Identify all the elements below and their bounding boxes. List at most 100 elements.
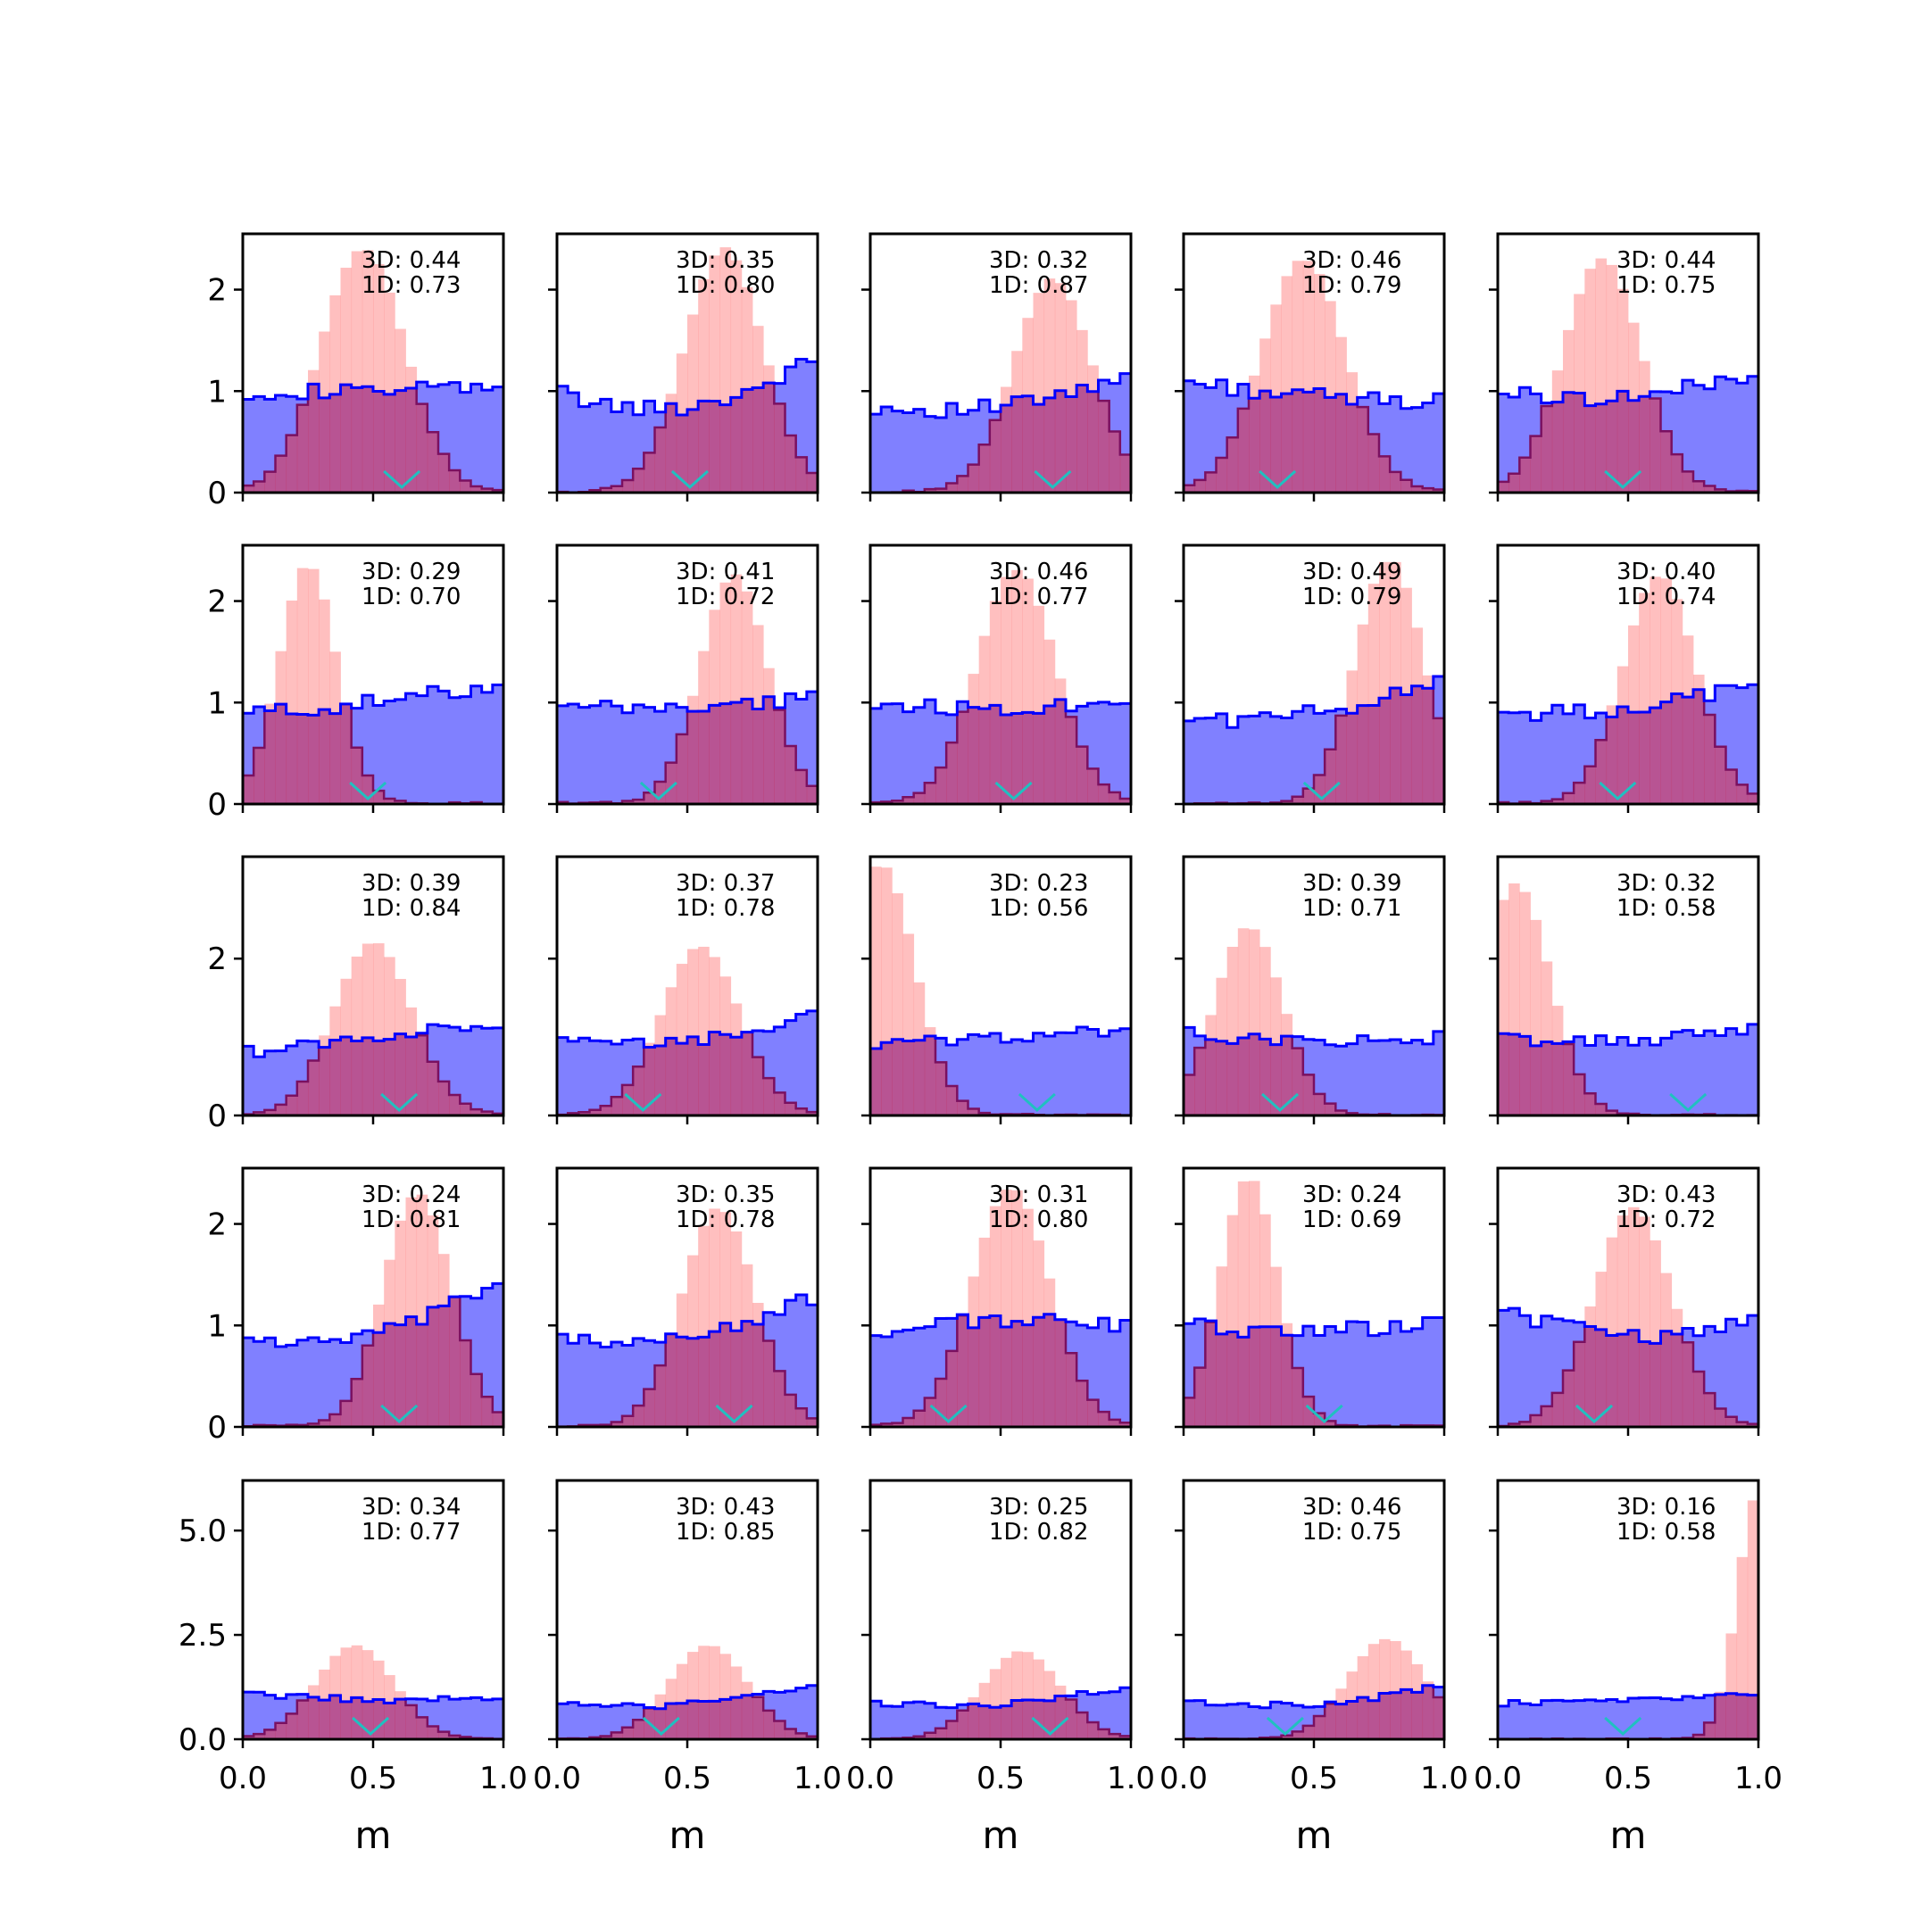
x-tick-label: 0.0 xyxy=(1159,1761,1208,1796)
blue-bar xyxy=(1076,1027,1088,1115)
blue-bar xyxy=(1552,705,1564,804)
overlap-bar xyxy=(1552,1043,1564,1115)
overlap-bar xyxy=(1194,1048,1206,1115)
overlap-bar xyxy=(373,1041,385,1115)
annotation-3d: 3D: 0.39 xyxy=(1302,870,1401,897)
overlap-bar xyxy=(373,1700,385,1739)
overlap-bar xyxy=(1628,712,1640,804)
blue-bar xyxy=(1563,714,1575,804)
blue-bar xyxy=(578,1038,590,1115)
overlap-bar xyxy=(1314,775,1326,804)
blue-bar xyxy=(1400,1043,1412,1115)
blue-bar xyxy=(1184,721,1195,804)
overlap-bar xyxy=(1704,715,1716,804)
overlap-bar xyxy=(720,1699,732,1739)
blue-bar xyxy=(449,1699,461,1739)
overlap-bar xyxy=(1552,1393,1564,1427)
overlap-bar xyxy=(914,1041,926,1115)
blue-bar xyxy=(297,1340,309,1427)
annotation-1d: 1D: 0.85 xyxy=(676,1519,775,1546)
overlap-bar xyxy=(1715,1409,1726,1427)
annotation-1d: 1D: 0.71 xyxy=(1302,895,1401,922)
blue-bar xyxy=(1650,1698,1661,1739)
overlap-bar xyxy=(297,1082,309,1115)
overlap-bar xyxy=(1034,1317,1045,1427)
blue-bar xyxy=(482,390,494,493)
overlap-bar xyxy=(1314,1716,1326,1739)
overlap-bar xyxy=(287,1096,298,1115)
blue-bar xyxy=(1205,718,1217,804)
blue-bar xyxy=(253,1692,265,1739)
overlap-bar xyxy=(1087,1722,1099,1739)
overlap-bar xyxy=(1076,1381,1088,1427)
overlap-bar xyxy=(1109,792,1121,804)
overlap-bar xyxy=(1584,1327,1596,1427)
blue-bar xyxy=(590,1343,602,1427)
annotation-3d: 3D: 0.46 xyxy=(1302,1494,1401,1521)
overlap-bar xyxy=(1693,690,1705,804)
overlap-bar xyxy=(1498,1033,1509,1115)
blue-bar xyxy=(1737,1325,1749,1427)
blue-bar xyxy=(253,396,265,493)
blue-bar xyxy=(892,1706,903,1739)
overlap-bar xyxy=(1325,397,1336,493)
blue-bar xyxy=(1693,386,1705,493)
blue-bar xyxy=(1270,717,1282,804)
y-tick-label: 0 xyxy=(207,787,227,823)
overlap-bar xyxy=(1519,458,1531,493)
overlap-bar xyxy=(709,1331,720,1427)
blue-bar xyxy=(1087,1029,1099,1115)
overlap-bar xyxy=(1508,1034,1520,1115)
blue-bar xyxy=(1055,1032,1067,1115)
blue-bar xyxy=(1238,1704,1250,1739)
overlap-bar xyxy=(677,1337,688,1427)
blue-bar xyxy=(578,1335,590,1427)
annotation-3d: 3D: 0.34 xyxy=(362,1494,461,1521)
blue-bar xyxy=(1715,377,1726,493)
overlap-bar xyxy=(1217,1334,1228,1427)
blue-bar xyxy=(601,1706,612,1739)
blue-bar xyxy=(601,701,612,804)
overlap-bar xyxy=(1325,1704,1336,1739)
overlap-bar xyxy=(352,387,363,493)
overlap-bar xyxy=(1249,1034,1260,1115)
overlap-bar xyxy=(1184,1397,1195,1427)
overlap-bar xyxy=(666,1038,677,1115)
y-tick-label: 2 xyxy=(207,585,227,620)
overlap-bar xyxy=(1519,1036,1531,1115)
y-tick-label: 2 xyxy=(207,273,227,309)
blue-bar xyxy=(1347,1322,1359,1427)
overlap-bar xyxy=(979,1317,991,1427)
overlap-bar xyxy=(1368,705,1380,804)
overlap-bar xyxy=(1390,472,1401,493)
annotation-3d: 3D: 0.39 xyxy=(362,870,461,897)
overlap-bar xyxy=(460,1104,471,1115)
blue-bar xyxy=(1292,711,1304,804)
annotation-3d: 3D: 0.44 xyxy=(1616,247,1716,274)
blue-bar xyxy=(979,1036,991,1115)
overlap-bar xyxy=(1205,1323,1217,1427)
overlap-bar xyxy=(460,481,471,493)
x-axis-label: m xyxy=(983,1813,1019,1857)
x-tick-label: 0.5 xyxy=(976,1761,1025,1796)
blue-bar xyxy=(1347,1044,1359,1115)
overlap-bar xyxy=(968,465,980,493)
overlap-bar xyxy=(720,704,732,804)
annotation-3d: 3D: 0.24 xyxy=(362,1182,461,1208)
x-tick-label: 1.0 xyxy=(479,1761,528,1796)
blue-bar xyxy=(1498,712,1509,804)
blue-bar xyxy=(903,1330,915,1427)
overlap-bar xyxy=(1584,1093,1596,1115)
overlap-bar xyxy=(1358,1697,1369,1739)
annotation-3d: 3D: 0.43 xyxy=(1616,1182,1716,1208)
overlap-bar xyxy=(1303,1726,1315,1739)
overlap-bar xyxy=(1661,1331,1673,1427)
overlap-bar xyxy=(253,748,265,804)
overlap-bar xyxy=(1368,1701,1380,1739)
overlap-bar xyxy=(935,1729,947,1739)
overlap-bar xyxy=(935,767,947,804)
overlap-bar xyxy=(482,1397,494,1427)
